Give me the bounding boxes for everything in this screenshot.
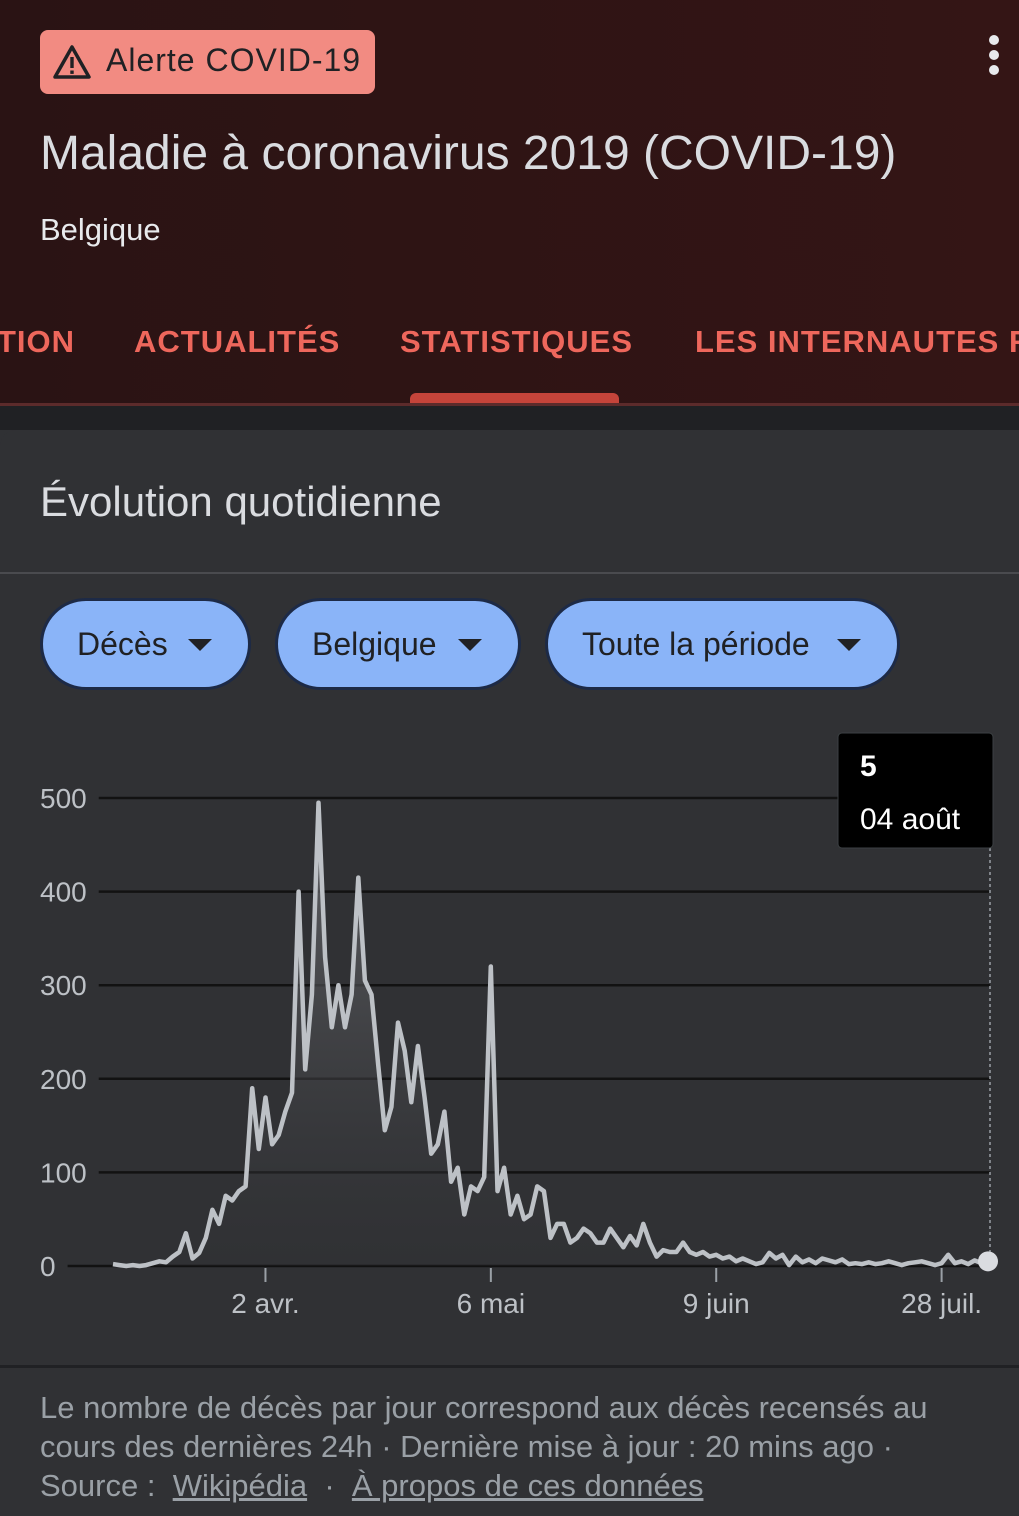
- tab-indicator: [410, 393, 619, 405]
- tooltip: [837, 732, 994, 849]
- hover-point: [978, 1251, 998, 1272]
- link[interactable]: À propos de ces données: [351, 1468, 704, 1503]
- y-tick-label: 400: [40, 877, 87, 908]
- x-tick-label: 6 mai: [457, 1288, 525, 1319]
- filter-chip[interactable]: Toute la période: [545, 598, 900, 690]
- divider: [0, 572, 1019, 574]
- footer: Le nombre de décès par jour correspond a…: [40, 1388, 985, 1505]
- y-tick-label: 0: [40, 1251, 56, 1282]
- dropdown-arrow: [188, 639, 212, 651]
- warning-icon: [53, 45, 91, 79]
- x-tick-label: 9 juin: [683, 1288, 750, 1319]
- page-title: Maladie à coronavirus 2019 (COVID-19): [40, 127, 897, 180]
- tab[interactable]: TION: [0, 324, 76, 359]
- link[interactable]: Wikipédia: [172, 1468, 308, 1503]
- y-tick-label: 300: [40, 970, 87, 1001]
- tab[interactable]: ACTUALITÉS: [134, 324, 341, 359]
- tooltip-value: 5: [860, 750, 877, 783]
- y-tick-label: 100: [40, 1157, 87, 1188]
- tab-active[interactable]: STATISTIQUES: [400, 324, 634, 359]
- source-label: Source :: [40, 1468, 156, 1503]
- alert-text: Alerte COVID-19: [106, 42, 362, 78]
- filter-chip[interactable]: Belgique: [275, 598, 521, 690]
- area: [113, 802, 988, 1266]
- updated: Dernière mise à jour : 20 mins ago: [400, 1429, 874, 1464]
- footer-note: Le nombre de décès par jour correspond a…: [40, 1390, 928, 1464]
- dropdown-arrow: [837, 639, 861, 651]
- separator: ·: [381, 1429, 392, 1464]
- filter-chip[interactable]: Décès: [40, 598, 251, 690]
- tooltip-date: 04 août: [860, 803, 961, 836]
- location: Belgique: [40, 212, 161, 247]
- x-tick-label: 28 juil.: [901, 1288, 982, 1319]
- dropdown-arrow: [458, 639, 482, 651]
- tab[interactable]: LES INTERNAUTES R: [695, 324, 1019, 359]
- chip-label: Décès: [77, 626, 168, 662]
- x-tick-label: 2 avr.: [231, 1288, 299, 1319]
- chip-label: Belgique: [312, 626, 437, 662]
- divider: [0, 1365, 1019, 1368]
- y-tick-label: 200: [40, 1064, 87, 1095]
- alert-chip[interactable]: Alerte COVID-19: [40, 30, 375, 94]
- chip-label: Toute la période: [582, 626, 810, 662]
- menu-button[interactable]: [982, 34, 1006, 78]
- chart: 0 100 200 300 400 500 2 avr. 6 mai 9 juin 28 juil…: [40, 732, 998, 1319]
- line: [112, 800, 989, 1269]
- card-title: Évolution quotidienne: [40, 478, 442, 525]
- gap: [0, 406, 1019, 430]
- y-tick-label: 500: [40, 783, 87, 814]
- header-border: [0, 403, 1019, 406]
- separator: ·: [882, 1429, 893, 1464]
- separator: ·: [324, 1468, 335, 1503]
